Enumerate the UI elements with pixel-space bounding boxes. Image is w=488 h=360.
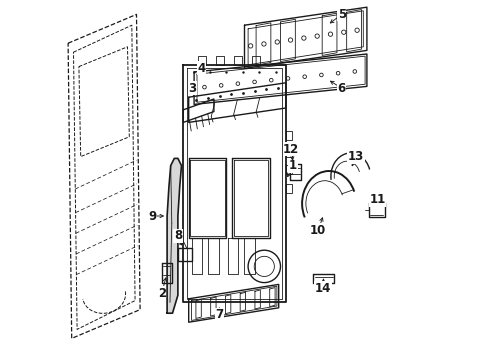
Text: 5: 5 (337, 8, 345, 21)
Text: 2: 2 (157, 287, 165, 300)
Text: 8: 8 (173, 229, 182, 242)
Text: 13: 13 (347, 150, 364, 163)
Text: 12: 12 (283, 143, 299, 156)
Text: 3: 3 (188, 82, 196, 95)
Text: 9: 9 (148, 210, 157, 222)
Text: 11: 11 (369, 193, 385, 206)
Text: 1: 1 (288, 159, 297, 172)
Text: 4: 4 (197, 62, 205, 75)
Polygon shape (167, 158, 181, 313)
Text: 10: 10 (309, 224, 326, 237)
Text: 6: 6 (337, 82, 345, 95)
Text: 14: 14 (314, 282, 330, 294)
Text: 7: 7 (215, 309, 223, 321)
